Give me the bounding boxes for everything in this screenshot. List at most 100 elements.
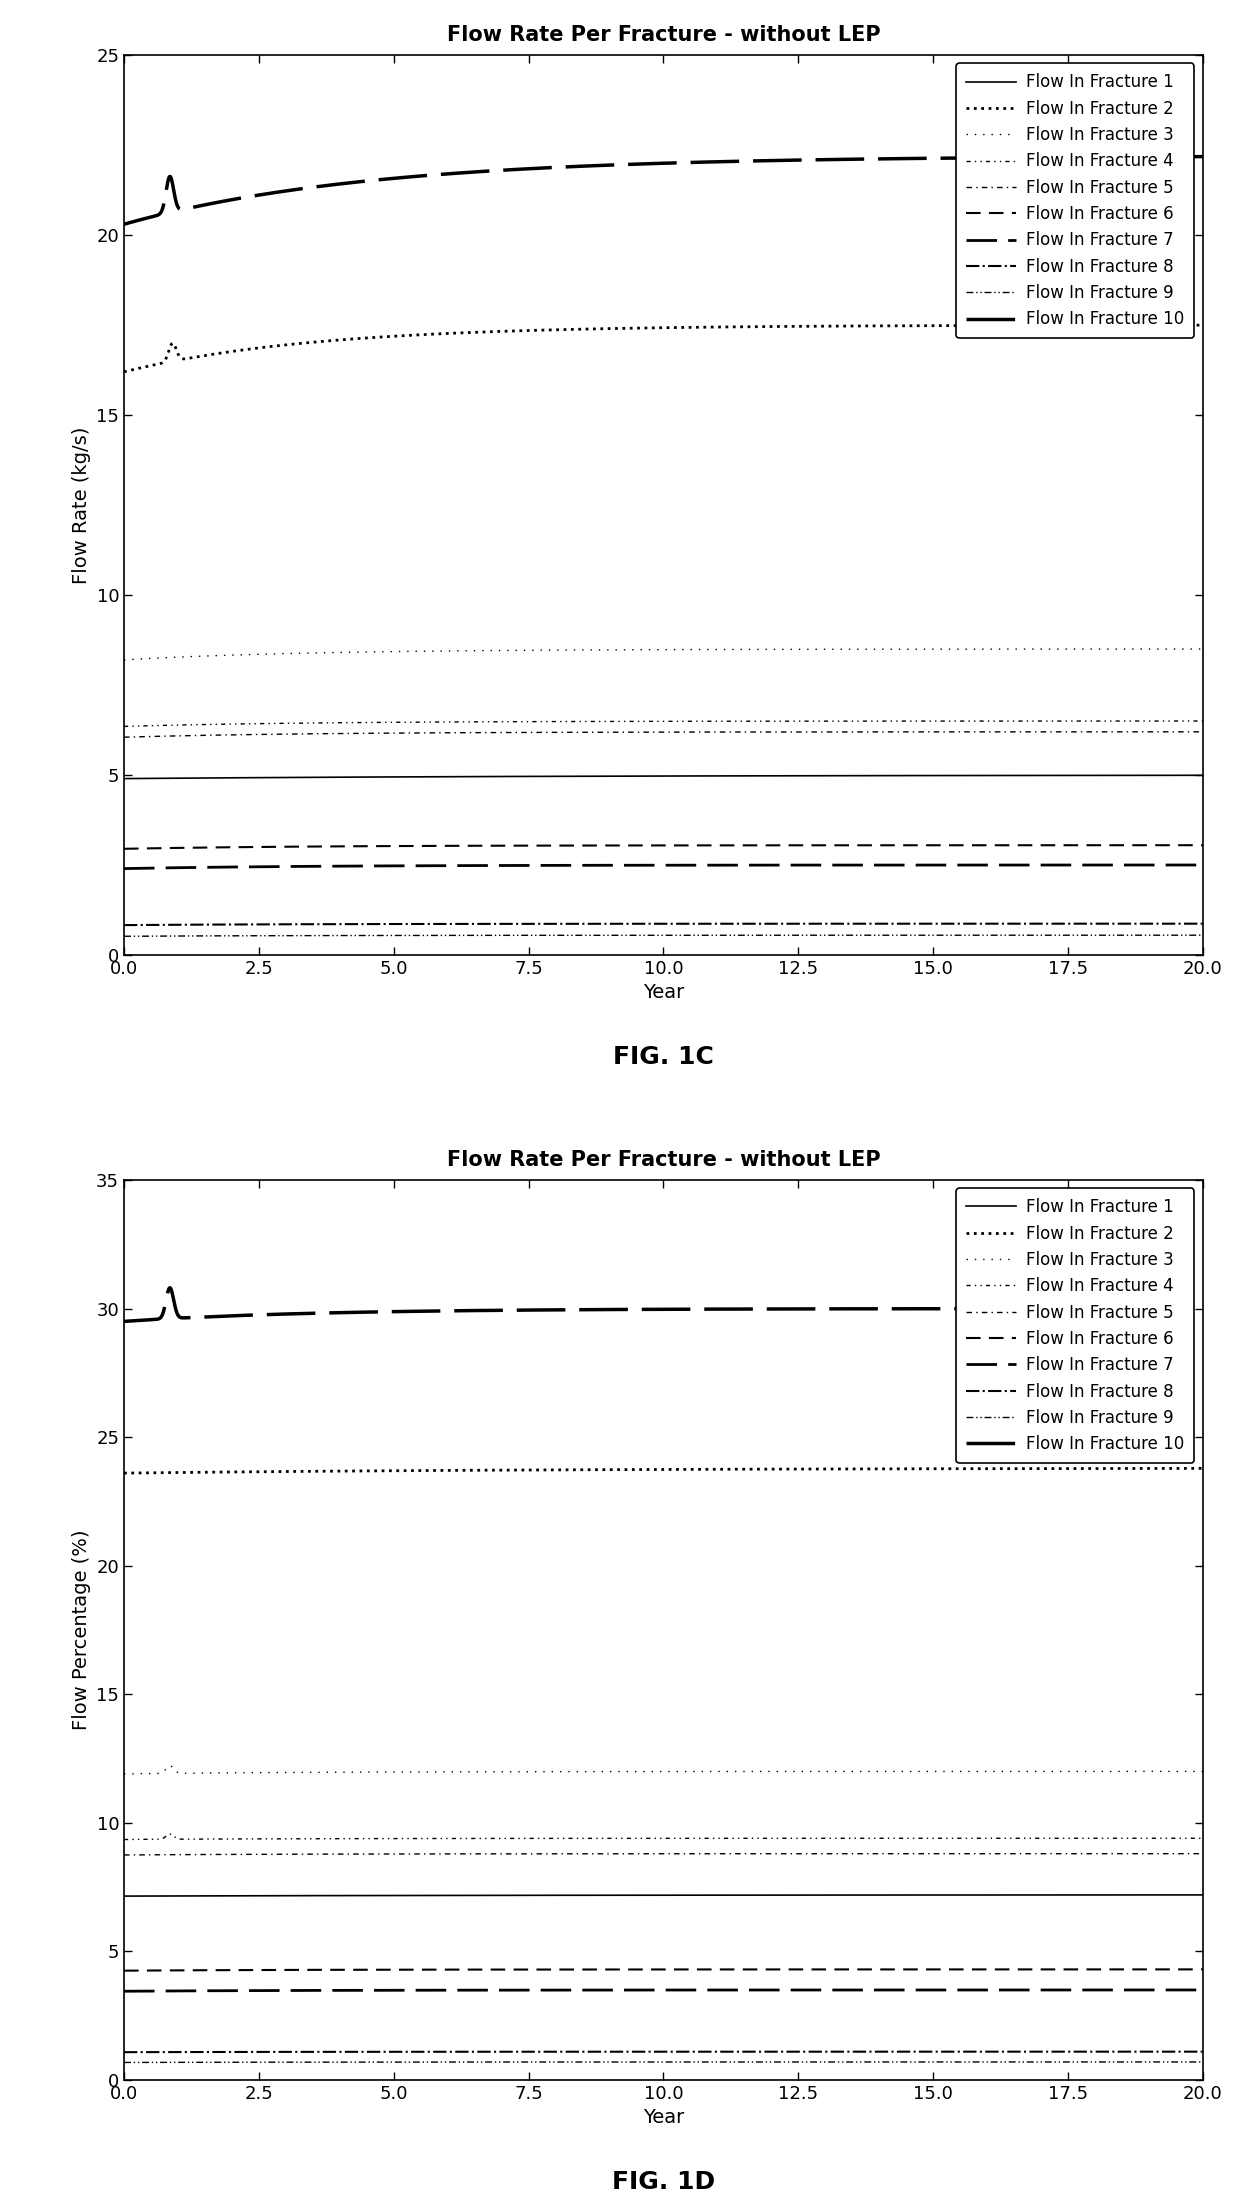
Flow In Fracture 9 (1162, 922, 1177, 949)
Line: Flow In Fracture 2: Flow In Fracture 2 (124, 1468, 1203, 1472)
Flow In Fracture 1 (1195, 762, 1210, 788)
Flow In Fracture 5 (569, 720, 584, 746)
Legend: Flow In Fracture 1, Flow In Fracture 2, Flow In Fracture 3, Flow In Fracture 4, : Flow In Fracture 1, Flow In Fracture 2, … (956, 64, 1194, 339)
Flow In Fracture 9 (1109, 922, 1123, 949)
Flow In Fracture 8 (1109, 911, 1123, 938)
Flow In Fracture 7 (569, 1976, 584, 2003)
Flow In Fracture 5 (629, 720, 644, 746)
Flow In Fracture 4 (1162, 709, 1177, 735)
Flow In Fracture 7 (900, 1976, 915, 2003)
Flow In Fracture 6 (1109, 1957, 1123, 1983)
Flow In Fracture 2 (900, 1455, 915, 1481)
Flow In Fracture 2 (1162, 1455, 1177, 1481)
Flow In Fracture 6 (569, 832, 584, 858)
Flow In Fracture 3 (900, 1759, 915, 1785)
Flow In Fracture 9 (629, 922, 644, 949)
Flow In Fracture 6 (1162, 832, 1177, 858)
Line: Flow In Fracture 4: Flow In Fracture 4 (124, 722, 1203, 726)
Flow In Fracture 5 (117, 1842, 131, 1869)
Y-axis label: Flow Percentage (%): Flow Percentage (%) (72, 1530, 91, 1730)
Flow In Fracture 3 (117, 1761, 131, 1787)
Flow In Fracture 9 (629, 2049, 644, 2076)
Flow In Fracture 10 (578, 152, 593, 178)
Flow In Fracture 9 (900, 2049, 915, 2076)
Flow In Fracture 6 (900, 832, 915, 858)
Flow In Fracture 1 (1109, 762, 1123, 788)
Flow In Fracture 2 (578, 1457, 593, 1483)
Flow In Fracture 1 (900, 762, 915, 788)
Flow In Fracture 9 (117, 922, 131, 949)
X-axis label: Year: Year (642, 2109, 684, 2128)
Flow In Fracture 2 (629, 315, 644, 341)
Flow In Fracture 7 (1195, 852, 1210, 878)
Flow In Fracture 2 (117, 359, 131, 385)
Flow In Fracture 2 (1195, 1455, 1210, 1481)
Flow In Fracture 10 (570, 1296, 585, 1323)
Flow In Fracture 8 (569, 911, 584, 938)
Flow In Fracture 9 (1162, 2049, 1177, 2076)
Flow In Fracture 4 (1109, 709, 1123, 735)
Flow In Fracture 9 (569, 2049, 584, 2076)
Line: Flow In Fracture 4: Flow In Fracture 4 (124, 1833, 1203, 1840)
Flow In Fracture 5 (1195, 718, 1210, 744)
Flow In Fracture 5 (117, 724, 131, 751)
Flow In Fracture 6 (629, 1957, 644, 1983)
Flow In Fracture 8 (900, 911, 915, 938)
Flow In Fracture 10 (1195, 143, 1210, 169)
Flow In Fracture 10 (1162, 143, 1177, 169)
Flow In Fracture 1 (1109, 1882, 1123, 1908)
Flow In Fracture 4 (1109, 1825, 1123, 1851)
Flow In Fracture 1 (569, 764, 584, 790)
Flow In Fracture 3 (1162, 1759, 1177, 1785)
Flow In Fracture 4 (569, 709, 584, 735)
Flow In Fracture 7 (569, 852, 584, 878)
Title: Flow Rate Per Fracture - without LEP: Flow Rate Per Fracture - without LEP (446, 1151, 880, 1171)
Flow In Fracture 7 (1162, 1976, 1177, 2003)
Flow In Fracture 5 (1109, 718, 1123, 744)
Flow In Fracture 8 (629, 2038, 644, 2065)
Flow In Fracture 2 (1109, 313, 1123, 339)
Flow In Fracture 3 (1195, 1759, 1210, 1785)
Line: Flow In Fracture 3: Flow In Fracture 3 (124, 649, 1203, 660)
Flow In Fracture 2 (117, 1459, 131, 1486)
Flow In Fracture 6 (1109, 832, 1123, 858)
Flow In Fracture 1 (578, 764, 593, 790)
Line: Flow In Fracture 5: Flow In Fracture 5 (124, 731, 1203, 737)
Flow In Fracture 8 (1195, 911, 1210, 938)
Flow In Fracture 4 (162, 1820, 177, 1847)
Flow In Fracture 8 (900, 2038, 915, 2065)
Flow In Fracture 3 (570, 1759, 585, 1785)
Flow In Fracture 6 (578, 1957, 593, 1983)
Flow In Fracture 3 (569, 636, 584, 663)
Flow In Fracture 2 (629, 1457, 644, 1483)
Flow In Fracture 4 (578, 709, 593, 735)
Title: Flow Rate Per Fracture - without LEP: Flow Rate Per Fracture - without LEP (446, 24, 880, 46)
Flow In Fracture 1 (117, 1882, 131, 1908)
Flow In Fracture 10 (1109, 143, 1123, 169)
Flow In Fracture 10 (117, 1307, 131, 1334)
Flow In Fracture 1 (1195, 1882, 1210, 1908)
Flow In Fracture 1 (1162, 1882, 1177, 1908)
Flow In Fracture 1 (629, 1882, 644, 1908)
Flow In Fracture 5 (900, 1840, 915, 1866)
Flow In Fracture 3 (162, 1752, 177, 1778)
Flow In Fracture 10 (1195, 1296, 1210, 1323)
Flow In Fracture 7 (1162, 852, 1177, 878)
Flow In Fracture 5 (900, 720, 915, 746)
Flow In Fracture 10 (630, 1296, 645, 1323)
Flow In Fracture 6 (1162, 1957, 1177, 1983)
Flow In Fracture 8 (569, 2038, 584, 2065)
Flow In Fracture 5 (1195, 1840, 1210, 1866)
Flow In Fracture 2 (569, 317, 584, 343)
Flow In Fracture 3 (900, 636, 915, 663)
Line: Flow In Fracture 2: Flow In Fracture 2 (124, 326, 1203, 372)
Flow In Fracture 4 (629, 709, 644, 735)
Flow In Fracture 9 (117, 2049, 131, 2076)
Flow In Fracture 2 (1162, 313, 1177, 339)
Flow In Fracture 7 (1109, 852, 1123, 878)
Flow In Fracture 3 (1109, 636, 1123, 663)
Line: Flow In Fracture 10: Flow In Fracture 10 (124, 1288, 1203, 1321)
Flow In Fracture 4 (900, 709, 915, 735)
Flow In Fracture 10 (1109, 1296, 1123, 1323)
Flow In Fracture 7 (629, 1976, 644, 2003)
